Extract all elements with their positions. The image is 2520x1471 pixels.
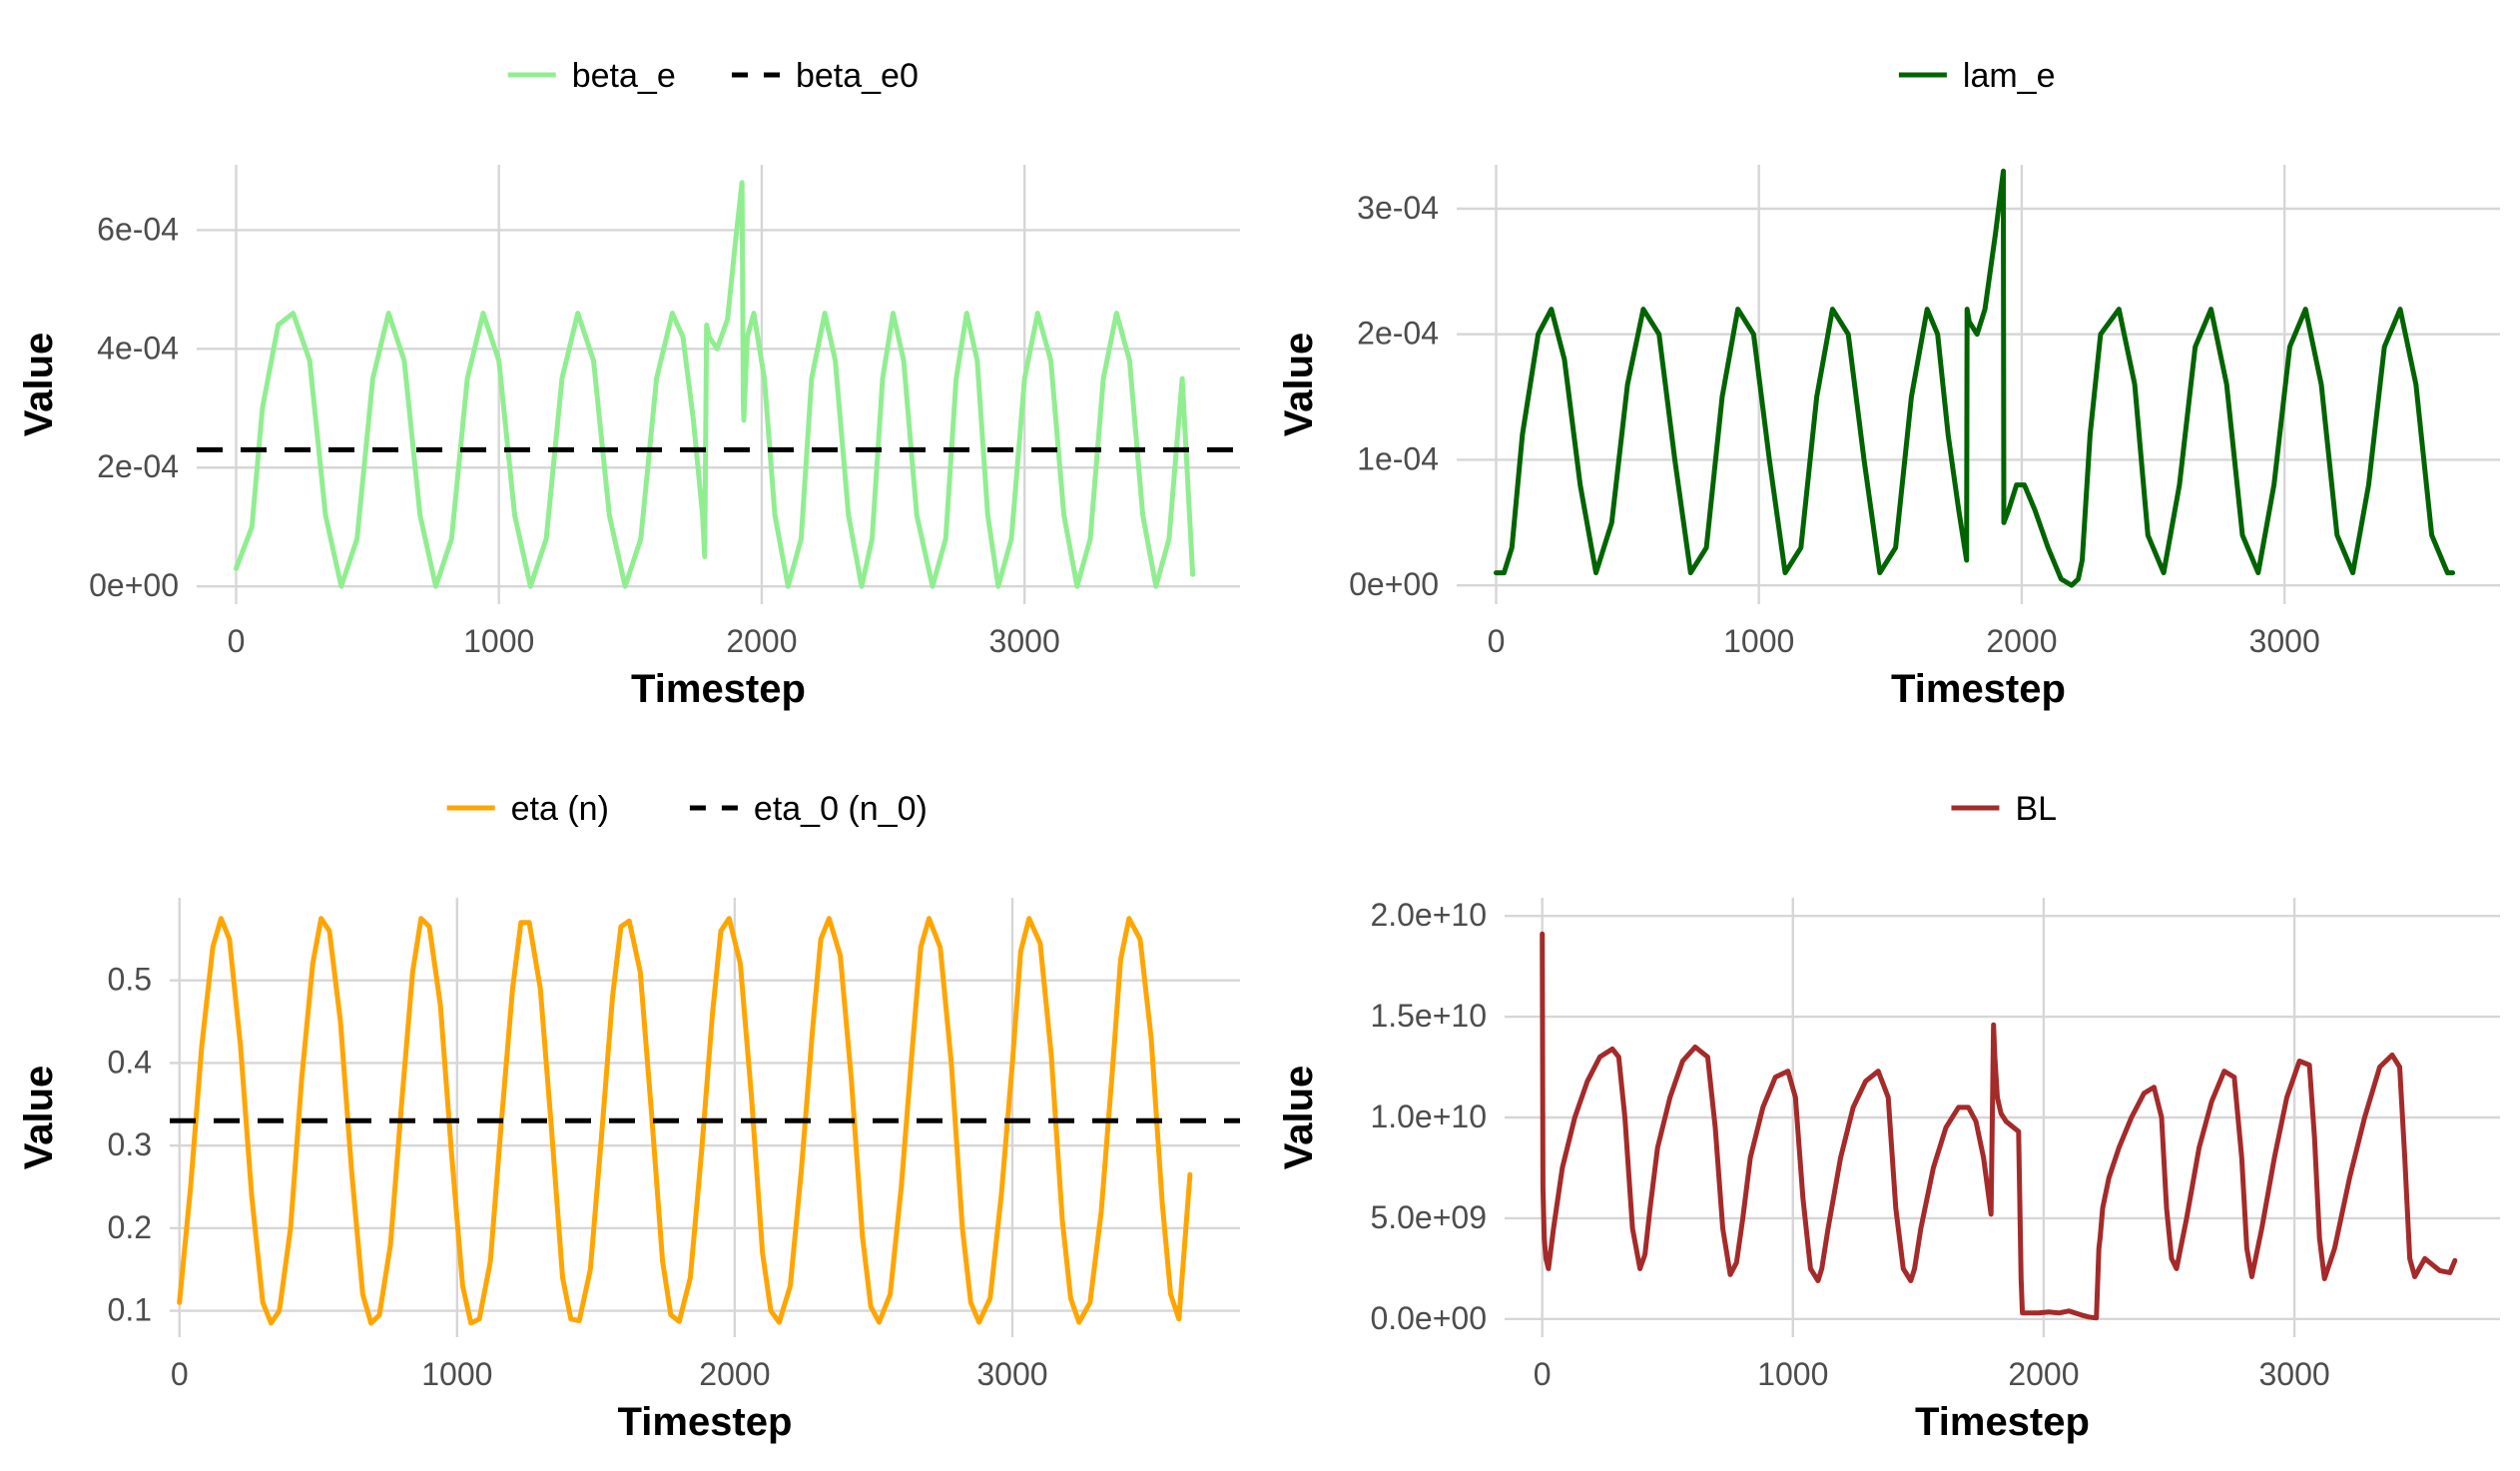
x-tick-label: 2000 [2008, 1356, 2079, 1392]
x-tick-label: 3000 [2258, 1356, 2329, 1392]
legend: eta (n) eta_0 (n_0) [446, 790, 928, 828]
y-tick-label: 1.0e+10 [1370, 1099, 1487, 1134]
y-tick-label: 5.0e+09 [1370, 1199, 1487, 1235]
y-tick-label: 0.5 [108, 962, 152, 998]
x-tick-label: 3000 [2249, 623, 2320, 659]
legend-label: eta (n) [511, 790, 609, 828]
y-tick-label: 0e+00 [1349, 566, 1439, 602]
y-tick-label: 1.5e+10 [1370, 998, 1487, 1034]
chart-beta-e: 0e+00 2e-04 4e-04 6e-04 0 1000 2000 3000 Timeste… [0, 0, 1260, 733]
y-tick-label: 2e-04 [97, 448, 179, 484]
y-tick-label: 0.2 [108, 1209, 152, 1245]
y-axis-label: Value [17, 1066, 61, 1170]
series-line-eta-n- [177, 916, 1193, 1326]
y-tick-label: 6e-04 [97, 211, 179, 247]
y-axis-label: Value [17, 333, 61, 437]
legend: BL [1951, 790, 2057, 828]
legend-label: eta_0 (n_0) [754, 790, 928, 828]
chart-lam-e: 0e+00 1e-04 2e-04 3e-04 0 1000 2000 3000 Timeste… [1260, 0, 2520, 733]
x-tick-label: 0 [1488, 623, 1506, 659]
x-tick-label: 0 [228, 623, 246, 659]
chart-lam-e-svg: 0e+00 1e-04 2e-04 3e-04 0 1000 2000 3000 Timeste… [1277, 57, 2500, 711]
tick-labels: 0e+00 1e-04 2e-04 3e-04 0 1000 2000 3000 [1349, 190, 2320, 659]
series-line-lam-e [1494, 168, 2456, 588]
x-tick-label: 1000 [1757, 1356, 1828, 1392]
gridlines [1457, 165, 2500, 604]
y-tick-label: 1e-04 [1357, 440, 1439, 476]
legend: lam_e [1898, 57, 2056, 95]
legend-label: lam_e [1963, 57, 2056, 95]
x-tick-label: 0 [1534, 1356, 1552, 1392]
x-axis-label: Timestep [618, 1400, 793, 1444]
chart-eta: 0.1 0.2 0.3 0.4 0.5 0 1000 2000 3000 Timestep Valu… [0, 733, 1260, 1466]
series-line-beta-e [234, 180, 1196, 589]
y-tick-label: 3e-04 [1357, 190, 1439, 226]
x-tick-label: 0 [171, 1356, 189, 1392]
y-axis-label: Value [1277, 333, 1321, 437]
y-axis-label: Value [1277, 1066, 1321, 1170]
y-tick-label: 0e+00 [89, 567, 179, 603]
x-tick-label: 1000 [421, 1356, 492, 1392]
x-tick-label: 3000 [976, 1356, 1047, 1392]
legend-label: beta_e [572, 57, 676, 95]
chart-eta-svg: 0.1 0.2 0.3 0.4 0.5 0 1000 2000 3000 Timestep Valu… [17, 790, 1240, 1444]
legend: beta_e beta_e0 [507, 57, 919, 95]
series-line-bl [1540, 931, 2458, 1321]
x-axis-label: Timestep [1891, 667, 2066, 711]
x-tick-label: 3000 [989, 623, 1060, 659]
tick-labels: 0.0e+00 5.0e+09 1.0e+10 1.5e+10 2.0e+10 0 1000… [1370, 897, 2329, 1392]
y-tick-label: 0.4 [108, 1044, 152, 1080]
y-tick-label: 0.1 [108, 1292, 152, 1328]
y-tick-label: 2.0e+10 [1370, 897, 1487, 933]
x-axis-label: Timestep [631, 667, 806, 711]
y-tick-label: 2e-04 [1357, 316, 1439, 352]
gridlines [197, 165, 1240, 604]
gridlines [170, 898, 1240, 1337]
x-tick-label: 2000 [1986, 623, 2057, 659]
x-axis-label: Timestep [1915, 1400, 2090, 1444]
legend-label: beta_e0 [796, 57, 919, 95]
legend-label: BL [2015, 790, 2057, 828]
x-tick-label: 1000 [463, 623, 534, 659]
y-tick-label: 0.0e+00 [1370, 1300, 1487, 1336]
tick-labels: 0e+00 2e-04 4e-04 6e-04 0 1000 2000 3000 [89, 211, 1060, 659]
chart-beta-e-svg: 0e+00 2e-04 4e-04 6e-04 0 1000 2000 3000 Timeste… [17, 57, 1240, 711]
x-tick-label: 1000 [1723, 623, 1794, 659]
x-tick-label: 2000 [699, 1356, 770, 1392]
chart-bl: 0.0e+00 5.0e+09 1.0e+10 1.5e+10 2.0e+10 0 1000… [1260, 733, 2520, 1466]
chart-bl-svg: 0.0e+00 5.0e+09 1.0e+10 1.5e+10 2.0e+10 0 1000… [1277, 790, 2500, 1444]
tick-labels: 0.1 0.2 0.3 0.4 0.5 0 1000 2000 3000 [108, 962, 1048, 1392]
y-tick-label: 0.3 [108, 1126, 152, 1162]
y-tick-label: 4e-04 [97, 330, 179, 366]
x-tick-label: 2000 [726, 623, 797, 659]
